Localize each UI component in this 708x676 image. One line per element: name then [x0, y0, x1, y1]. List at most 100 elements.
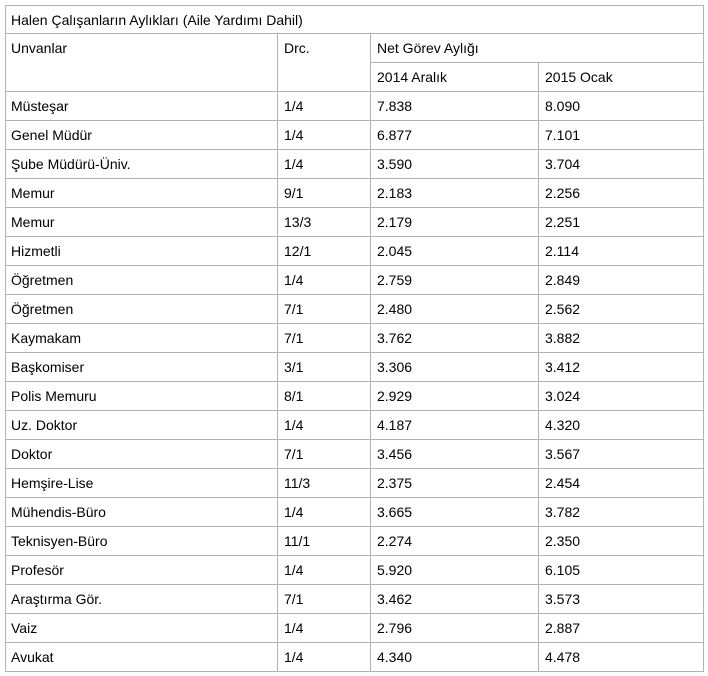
drc-cell: 1/4: [277, 497, 371, 527]
table-row: Uz. Doktor 1/4 4.187 4.320: [5, 410, 705, 440]
table-row: Genel Müdür 1/4 6.877 7.101: [5, 120, 705, 150]
table-row: Memur 9/1 2.183 2.256: [5, 178, 705, 208]
aralik-2014-cell: 2.796: [370, 613, 539, 643]
drc-cell: 1/4: [277, 149, 371, 179]
header-row-1: Unvanlar Drc. Net Görev Aylığı: [5, 33, 705, 92]
table-row: Kaymakam 7/1 3.762 3.882: [5, 323, 705, 353]
ocak-2015-cell: 7.101: [537, 120, 705, 150]
ocak-2015-cell: 2.454: [537, 468, 705, 498]
unvan-cell: Şube Müdürü-Üniv.: [5, 149, 278, 179]
ocak-2015-cell: 4.478: [537, 642, 705, 672]
ocak-2015-cell: 3.412: [537, 352, 705, 382]
unvan-cell: Memur: [5, 207, 278, 237]
aralik-2014-cell: 3.665: [370, 497, 539, 527]
drc-cell: 7/1: [277, 584, 371, 614]
drc-cell: 1/4: [277, 91, 371, 121]
header-row-2: 2014 Aralık 2015 Ocak: [6, 62, 705, 92]
unvan-cell: Uz. Doktor: [5, 410, 278, 440]
unvan-cell: Avukat: [5, 642, 278, 672]
ocak-2015-cell: 2.256: [537, 178, 705, 208]
ocak-2015-cell: 4.320: [537, 410, 705, 440]
table-row: Müsteşar 1/4 7.838 8.090: [5, 91, 705, 121]
drc-cell: 8/1: [277, 381, 371, 411]
table-row: Öğretmen 1/4 2.759 2.849: [5, 265, 705, 295]
aralik-2014-cell: 6.877: [370, 120, 539, 150]
table-title-row: Halen Çalışanların Aylıkları (Aile Yardı…: [4, 5, 705, 34]
aralik-2014-cell: 2.183: [370, 178, 539, 208]
unvan-cell: Vaiz: [5, 613, 278, 643]
drc-cell: 1/4: [277, 555, 371, 585]
ocak-2015-cell: 8.090: [537, 91, 705, 121]
unvan-cell: Polis Memuru: [5, 381, 278, 411]
ocak-2015-cell: 3.882: [537, 323, 705, 353]
aralik-2014-cell: 2.929: [370, 381, 539, 411]
unvan-cell: Mühendis-Büro: [5, 497, 278, 527]
ocak-2015-cell: 2.887: [537, 613, 705, 643]
drc-cell: 1/4: [277, 613, 371, 643]
aralik-2014-cell: 2.274: [370, 526, 539, 556]
unvan-cell: Hemşire-Lise: [5, 468, 278, 498]
ocak-2015-cell: 3.704: [537, 149, 705, 179]
unvan-cell: Hizmetli: [5, 236, 278, 266]
drc-cell: 7/1: [277, 323, 371, 353]
ocak-2015-cell: 3.573: [537, 584, 705, 614]
unvan-cell: Öğretmen: [5, 294, 278, 324]
col-header-unvanlar: Unvanlar: [5, 33, 278, 92]
drc-cell: 7/1: [277, 294, 371, 324]
unvan-cell: Memur: [5, 178, 278, 208]
drc-cell: 1/4: [277, 642, 371, 672]
salary-table: Halen Çalışanların Aylıkları (Aile Yardı…: [4, 5, 705, 672]
col-header-2014-aralik: 2014 Aralık: [370, 62, 539, 92]
unvan-cell: Teknisyen-Büro: [5, 526, 278, 556]
unvan-cell: Kaymakam: [5, 323, 278, 353]
ocak-2015-cell: 2.350: [537, 526, 705, 556]
table-row: Polis Memuru 8/1 2.929 3.024: [5, 381, 705, 411]
table-row: Teknisyen-Büro 11/1 2.274 2.350: [5, 526, 705, 556]
unvan-cell: Araştırma Gör.: [5, 584, 278, 614]
table-row: Hemşire-Lise 11/3 2.375 2.454: [5, 468, 705, 498]
drc-cell: 11/1: [277, 526, 371, 556]
aralik-2014-cell: 2.375: [370, 468, 539, 498]
table-row: Başkomiser 3/1 3.306 3.412: [5, 352, 705, 382]
aralik-2014-cell: 3.462: [370, 584, 539, 614]
unvan-cell: Öğretmen: [5, 265, 278, 295]
ocak-2015-cell: 2.114: [537, 236, 705, 266]
aralik-2014-cell: 4.340: [370, 642, 539, 672]
ocak-2015-cell: 2.562: [537, 294, 705, 324]
table-row: Doktor 7/1 3.456 3.567: [5, 439, 705, 469]
col-header-drc: Drc.: [277, 33, 371, 92]
unvan-cell: Başkomiser: [5, 352, 278, 382]
ocak-2015-cell: 2.251: [537, 207, 705, 237]
drc-cell: 11/3: [277, 468, 371, 498]
drc-cell: 9/1: [277, 178, 371, 208]
drc-cell: 3/1: [277, 352, 371, 382]
aralik-2014-cell: 2.045: [370, 236, 539, 266]
unvan-cell: Doktor: [5, 439, 278, 469]
ocak-2015-cell: 3.782: [537, 497, 705, 527]
col-header-2015-ocak: 2015 Ocak: [537, 62, 705, 92]
unvan-cell: Profesör: [5, 555, 278, 585]
unvan-cell: Müsteşar: [5, 91, 278, 121]
table-row: Hizmetli 12/1 2.045 2.114: [5, 236, 705, 266]
table-row: Şube Müdürü-Üniv. 1/4 3.590 3.704: [5, 149, 705, 179]
aralik-2014-cell: 2.759: [370, 265, 539, 295]
ocak-2015-cell: 6.105: [537, 555, 705, 585]
aralik-2014-cell: 5.920: [370, 555, 539, 585]
aralik-2014-cell: 3.456: [370, 439, 539, 469]
drc-cell: 13/3: [277, 207, 371, 237]
table-title: Halen Çalışanların Aylıkları (Aile Yardı…: [4, 5, 705, 34]
unvan-cell: Genel Müdür: [5, 120, 278, 150]
aralik-2014-cell: 7.838: [370, 91, 539, 121]
table-row: Avukat 1/4 4.340 4.478: [5, 642, 705, 672]
ocak-2015-cell: 2.849: [537, 265, 705, 295]
aralik-2014-cell: 2.179: [370, 207, 539, 237]
drc-cell: 7/1: [277, 439, 371, 469]
aralik-2014-cell: 2.480: [370, 294, 539, 324]
ocak-2015-cell: 3.024: [537, 381, 705, 411]
drc-cell: 12/1: [277, 236, 371, 266]
table-row: Mühendis-Büro 1/4 3.665 3.782: [5, 497, 705, 527]
ocak-2015-cell: 3.567: [537, 439, 705, 469]
aralik-2014-cell: 3.762: [370, 323, 539, 353]
drc-cell: 1/4: [277, 265, 371, 295]
